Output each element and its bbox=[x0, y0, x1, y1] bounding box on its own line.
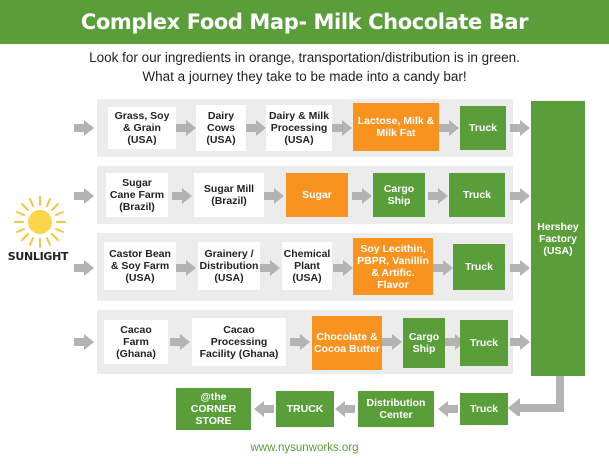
row-4-box-4: Cargo Ship bbox=[403, 318, 445, 368]
row-3-box-3: Chemical Plant (USA) bbox=[282, 242, 332, 290]
row-3-box-1: Castor Bean & Soy Farm (USA) bbox=[104, 242, 176, 290]
subtitle-line-2: What a journey they take to be made into… bbox=[142, 69, 467, 84]
row-1-box-3: Dairy & Milk Processing (USA) bbox=[266, 105, 332, 151]
arrow-icon bbox=[260, 260, 280, 276]
arrow-left-icon bbox=[438, 401, 458, 417]
arrow-icon bbox=[510, 188, 530, 204]
subtitle-line-1: Look for our ingredients in orange, tran… bbox=[89, 50, 520, 65]
row-2-box-3: Sugar bbox=[286, 173, 348, 217]
row-1-box-1: Grass, Soy & Grain (USA) bbox=[108, 107, 176, 149]
row-1-box-4: Lactose, Milk & Milk Fat bbox=[353, 103, 439, 151]
row-3-box-4: Soy Lecithin, PBPR, Vanillin & Artific. … bbox=[353, 238, 433, 295]
arrow-icon bbox=[382, 334, 402, 350]
arrow-icon bbox=[510, 120, 530, 136]
row-3-box-2: Grainery / Distribution (USA) bbox=[198, 242, 260, 290]
arrow-icon bbox=[428, 188, 448, 204]
hershey-factory-box: Hershey Factory (USA) bbox=[531, 101, 585, 376]
row-2-box-1: Sugar Cane Farm (Brazil) bbox=[106, 173, 168, 217]
row-4-box-1: Cacao Farm (Ghana) bbox=[104, 320, 168, 364]
row-4-box-5: Truck bbox=[460, 320, 508, 366]
distribution-center-box: Distribution Center bbox=[358, 391, 434, 427]
arrow-icon bbox=[439, 120, 459, 136]
arrow-icon bbox=[176, 120, 196, 136]
footer-url: www.nysunworks.org bbox=[250, 442, 359, 454]
row-2-box-4: Cargo Ship bbox=[373, 173, 425, 217]
row-2-box-5: Truck bbox=[449, 173, 505, 217]
arrow-icon bbox=[74, 120, 94, 136]
arrow-icon bbox=[510, 260, 530, 276]
arrow-icon bbox=[332, 120, 352, 136]
arrow-icon bbox=[433, 260, 453, 276]
arrow-icon bbox=[352, 188, 372, 204]
arrow-icon bbox=[74, 260, 94, 276]
row-4-box-2: Cacao Processing Facility (Ghana) bbox=[192, 318, 286, 366]
page-title: Complex Food Map- Milk Chocolate Bar bbox=[0, 0, 609, 44]
arrow-icon bbox=[290, 334, 310, 350]
arrow-icon bbox=[176, 260, 196, 276]
arrow-icon bbox=[246, 120, 266, 136]
return-arrow-icon bbox=[508, 376, 564, 416]
arrow-left-icon bbox=[335, 401, 355, 417]
bottom-truck-caps-box: TRUCK bbox=[276, 391, 334, 427]
arrow-icon bbox=[172, 188, 192, 204]
sunlight-label: SUNLIGHT bbox=[7, 250, 69, 263]
row-1-box-2: Dairy Cows (USA) bbox=[196, 105, 246, 151]
row-4-box-3: Chocolate & Cocoa Butter bbox=[312, 316, 382, 370]
arrow-icon bbox=[170, 334, 190, 350]
arrow-left-icon bbox=[254, 401, 274, 417]
bottom-truck-box: Truck bbox=[460, 393, 508, 425]
subtitle: Look for our ingredients in orange, tran… bbox=[0, 48, 609, 86]
corner-store-box: @the CORNER STORE bbox=[176, 388, 251, 430]
arrow-icon bbox=[510, 334, 530, 350]
row-3-box-5: Truck bbox=[453, 244, 505, 290]
sun-icon bbox=[14, 196, 66, 248]
arrow-icon bbox=[333, 260, 353, 276]
arrow-icon bbox=[74, 188, 94, 204]
arrow-icon bbox=[74, 334, 94, 350]
row-1-box-5: Truck bbox=[460, 106, 506, 150]
row-2-box-2: Sugar Mill (Brazil) bbox=[194, 173, 264, 217]
arrow-icon bbox=[264, 188, 284, 204]
